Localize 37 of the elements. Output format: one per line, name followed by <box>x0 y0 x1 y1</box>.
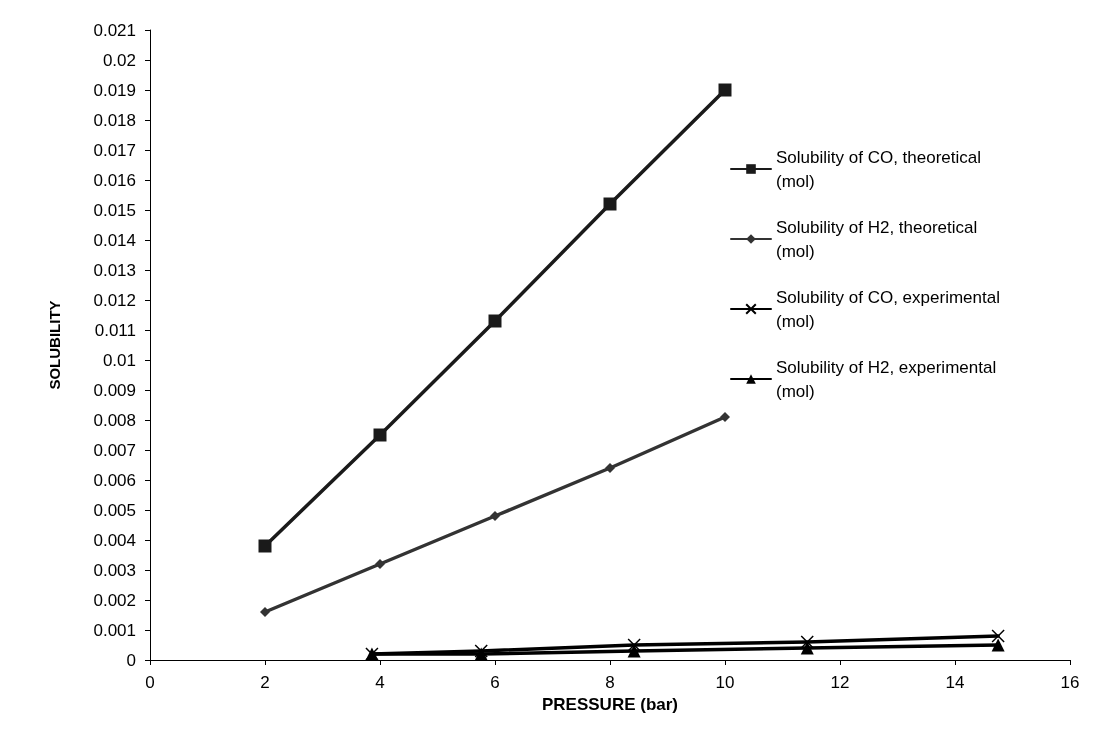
y-axis-title: SOLUBILITY <box>46 300 63 390</box>
y-tick-label: 0.001 <box>93 620 136 640</box>
x-tick-label: 14 <box>945 673 965 692</box>
x-tick-label: 12 <box>830 673 850 692</box>
x-tick-label: 6 <box>490 673 500 692</box>
legend-label: Solubility of CO, theoretical (mol) <box>776 147 986 191</box>
y-tick-label: 0.013 <box>93 260 136 280</box>
x-tick-label: 2 <box>260 673 270 692</box>
x-axis-title: PRESSURE (bar) <box>541 694 679 714</box>
legend-label: Solubility of H2, experimental (mol) <box>776 357 1001 401</box>
y-tick-label: 0.01 <box>102 350 136 370</box>
x-tick-label: 4 <box>375 673 385 692</box>
legend-label: Solubility of H2, theoretical (mol) <box>776 217 982 261</box>
y-tick-label: 0.007 <box>93 440 136 460</box>
x-tick-label: 16 <box>1060 673 1080 692</box>
y-tick-label: 0.009 <box>93 380 136 400</box>
y-tick-label: 0.015 <box>93 200 136 220</box>
y-tick-label: 0.008 <box>93 410 136 430</box>
y-tick-label: 0.016 <box>93 170 136 190</box>
y-tick-label: 0.019 <box>93 80 136 100</box>
y-tick-label: 0.004 <box>93 530 136 550</box>
y-tick-label: 0.018 <box>93 110 136 130</box>
y-tick-label: 0.02 <box>102 50 136 70</box>
y-tick-label: 0 <box>126 650 136 670</box>
x-tick-label: 10 <box>715 673 735 692</box>
x-tick-label: 8 <box>605 673 615 692</box>
y-tick-label: 0.014 <box>93 230 136 250</box>
legend-label: Solubility of CO, experimental (mol) <box>776 287 1005 331</box>
y-tick-label: 0.002 <box>93 590 136 610</box>
y-tick-label: 0.005 <box>93 500 136 520</box>
y-tick-label: 0.021 <box>93 20 136 40</box>
y-tick-label: 0.006 <box>93 470 136 490</box>
y-tick-label: 0.012 <box>93 290 136 310</box>
x-tick-label: 0 <box>145 673 155 692</box>
y-tick-label: 0.011 <box>94 320 136 340</box>
y-tick-label: 0.003 <box>93 560 136 580</box>
y-tick-label: 0.017 <box>93 140 136 160</box>
